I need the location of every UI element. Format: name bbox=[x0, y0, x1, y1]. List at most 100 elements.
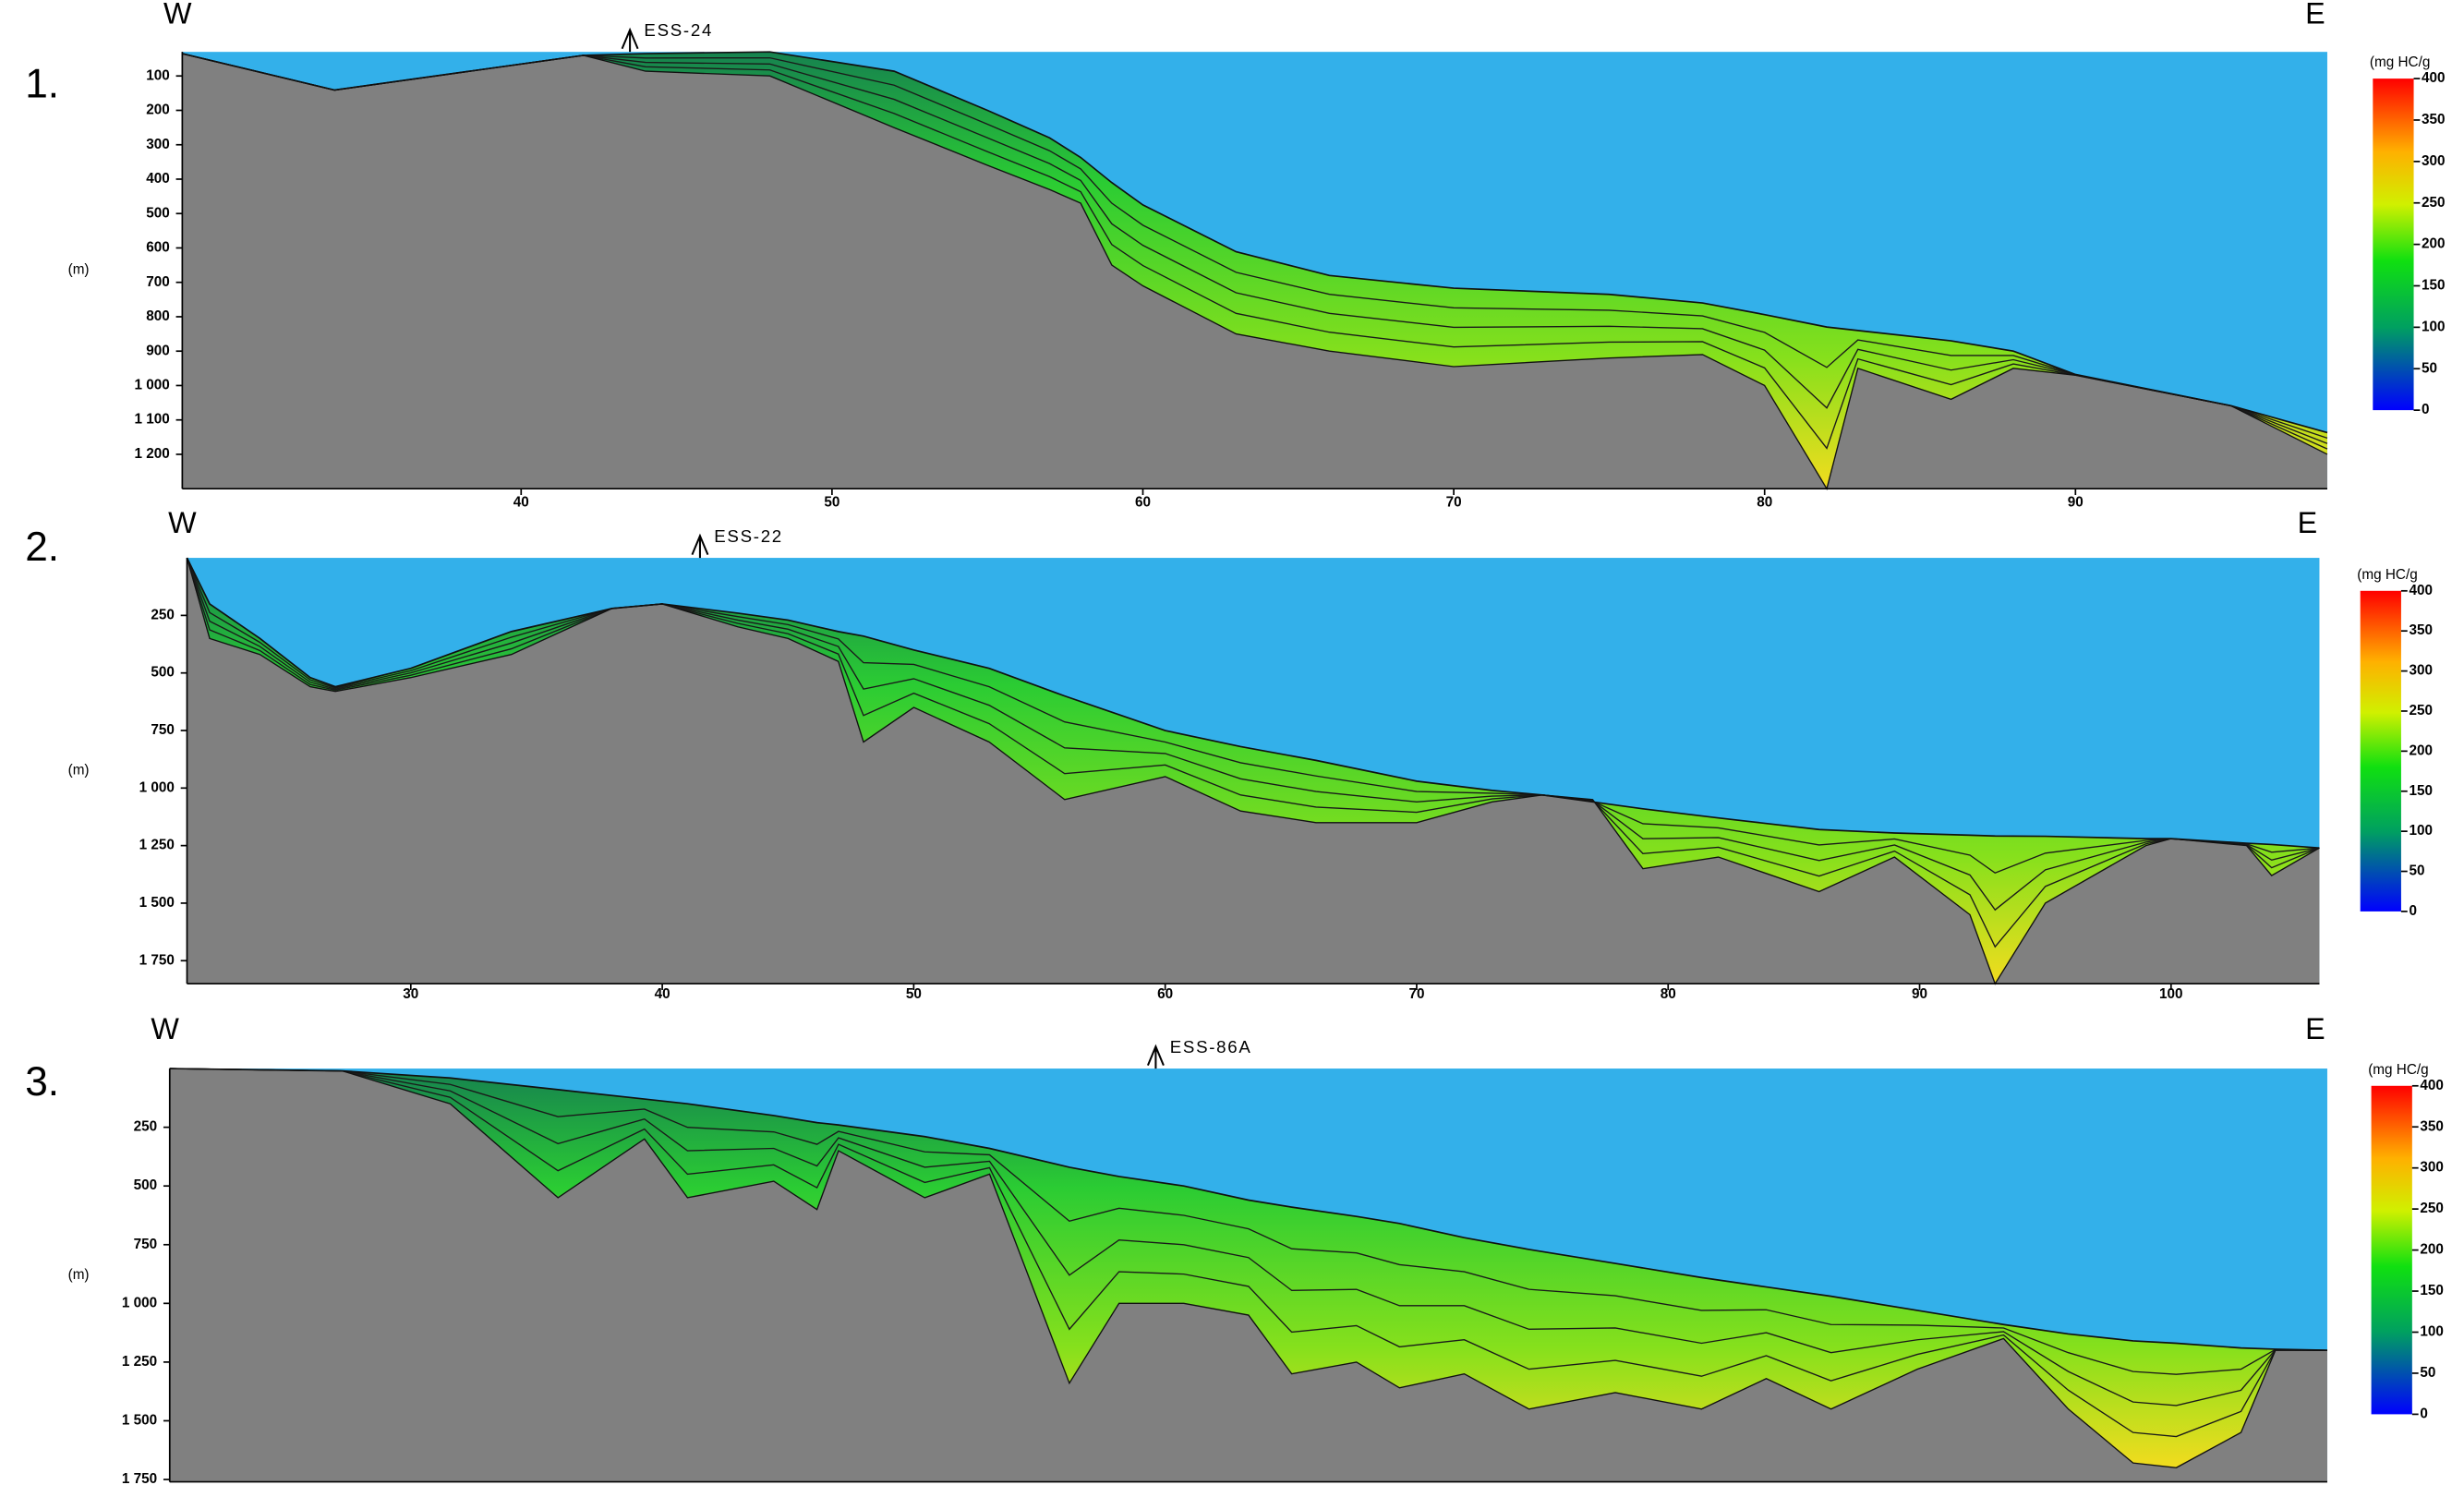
y-tick-label: 1 250 bbox=[139, 838, 175, 853]
colorbar-tick-label: 0 bbox=[2422, 402, 2430, 417]
colorbar-tick-label: 50 bbox=[2420, 1365, 2435, 1381]
well-label: ESS-24 bbox=[644, 20, 713, 40]
west-label: W bbox=[168, 506, 197, 539]
sediment-fill bbox=[169, 1068, 2327, 1468]
x-tick-label: 90 bbox=[2068, 495, 2084, 511]
y-tick-label: 1 750 bbox=[122, 1471, 157, 1485]
y-tick-label: 100 bbox=[146, 67, 170, 83]
layer-line bbox=[186, 557, 2320, 948]
seafloor-line bbox=[169, 1068, 2327, 1352]
x-tick-label: 30 bbox=[403, 986, 418, 1002]
colorbar-tick-label: 150 bbox=[2409, 783, 2433, 799]
basement bbox=[182, 54, 2327, 489]
sediment-fill bbox=[182, 52, 2327, 489]
y-axis-label: (m) bbox=[68, 262, 90, 278]
y-tick-label: 1 100 bbox=[134, 412, 169, 428]
panel-label: 3. bbox=[25, 1059, 59, 1105]
y-tick-label: 1 750 bbox=[139, 952, 175, 968]
east-label: E bbox=[2305, 0, 2325, 30]
y-tick-label: 400 bbox=[146, 171, 170, 187]
west-label: W bbox=[163, 0, 192, 30]
panel-label: 1. bbox=[25, 61, 59, 106]
y-tick-label: 750 bbox=[151, 722, 175, 738]
layer-line bbox=[182, 53, 2328, 444]
basement bbox=[169, 1068, 2327, 1482]
y-tick-label: 300 bbox=[146, 137, 170, 152]
y-tick-label: 1 500 bbox=[139, 895, 175, 911]
colorbar-tick-label: 200 bbox=[2420, 1242, 2444, 1258]
layer-line bbox=[182, 53, 2328, 440]
x-tick-label: 80 bbox=[1757, 495, 1772, 511]
colorbar-tick-label: 300 bbox=[2422, 153, 2446, 169]
colorbar-tick-label: 350 bbox=[2422, 112, 2446, 127]
colorbar-tick-label: 300 bbox=[2409, 663, 2433, 679]
colorbar bbox=[2360, 590, 2401, 912]
x-tick-label: 70 bbox=[1408, 986, 1424, 1002]
layer-line bbox=[186, 557, 2320, 874]
y-tick-label: 1 000 bbox=[139, 779, 175, 795]
x-tick-label: 50 bbox=[906, 986, 922, 1002]
y-tick-label: 700 bbox=[146, 274, 170, 290]
y-tick-label: 500 bbox=[146, 205, 170, 221]
east-label: E bbox=[2298, 506, 2318, 539]
colorbar-tick-label: 50 bbox=[2422, 360, 2437, 376]
x-tick-label: 50 bbox=[824, 495, 839, 511]
well-symbol bbox=[1146, 1044, 1165, 1069]
x-tick-label: 100 bbox=[2159, 986, 2183, 1002]
base-line bbox=[186, 557, 2320, 985]
colorbar-tick-label: 400 bbox=[2422, 70, 2446, 86]
x-tick-label: 70 bbox=[1446, 495, 1462, 511]
colorbar-tick-label: 50 bbox=[2409, 863, 2424, 879]
seafloor-line bbox=[186, 557, 2320, 850]
y-tick-label: 1 000 bbox=[122, 1295, 157, 1310]
colorbar-tick-label: 100 bbox=[2420, 1324, 2444, 1340]
x-tick-label: 60 bbox=[1135, 495, 1151, 511]
y-tick-label: 600 bbox=[146, 240, 170, 256]
y-tick-label: 200 bbox=[146, 103, 170, 118]
x-tick-label: 80 bbox=[1661, 986, 1676, 1002]
well-label: ESS-86A bbox=[1170, 1037, 1252, 1056]
x-tick-label: 40 bbox=[655, 986, 670, 1002]
sediment-fill bbox=[187, 558, 2320, 984]
y-axis-label: (m) bbox=[68, 763, 90, 779]
seafloor-line bbox=[182, 51, 2328, 434]
layer-line bbox=[169, 1068, 2327, 1407]
well-symbol bbox=[691, 533, 709, 559]
colorbar-tick-label: 250 bbox=[2409, 703, 2433, 718]
layer-line bbox=[169, 1068, 2327, 1438]
colorbar-tick-label: 200 bbox=[2422, 236, 2446, 252]
basement bbox=[187, 558, 2320, 984]
colorbar-tick-label: 150 bbox=[2422, 278, 2446, 294]
well-label: ESS-22 bbox=[714, 526, 783, 546]
colorbar-tick-label: 150 bbox=[2420, 1283, 2444, 1298]
x-tick-label: 60 bbox=[1157, 986, 1173, 1002]
colorbar-tick-label: 250 bbox=[2422, 195, 2446, 211]
west-label: W bbox=[151, 1012, 179, 1045]
colorbar-tick-label: 350 bbox=[2420, 1118, 2444, 1134]
y-tick-label: 1 250 bbox=[122, 1354, 157, 1370]
colorbar bbox=[2371, 1085, 2412, 1415]
y-tick-label: 1 000 bbox=[134, 378, 169, 393]
colorbar-tick-label: 0 bbox=[2420, 1406, 2428, 1421]
colorbar-tick-label: 300 bbox=[2420, 1160, 2444, 1176]
y-tick-label: 250 bbox=[134, 1119, 158, 1135]
colorbar-tick-label: 400 bbox=[2420, 1078, 2444, 1093]
layer-line bbox=[169, 1068, 2327, 1375]
colorbar-tick-label: 250 bbox=[2420, 1201, 2444, 1216]
colorbar-title: (mg HC/g bbox=[2357, 567, 2417, 583]
y-tick-label: 500 bbox=[134, 1177, 158, 1193]
colorbar bbox=[2373, 78, 2414, 411]
y-tick-label: 750 bbox=[134, 1237, 158, 1252]
colorbar-tick-label: 100 bbox=[2422, 319, 2446, 334]
x-tick-label: 40 bbox=[513, 495, 529, 511]
colorbar-title: (mg HC/g bbox=[2370, 54, 2430, 70]
y-tick-label: 1 200 bbox=[134, 446, 169, 462]
colorbar-tick-label: 350 bbox=[2409, 622, 2433, 638]
colorbar-tick-label: 400 bbox=[2409, 583, 2433, 598]
base-line bbox=[169, 1068, 2327, 1468]
layer-line bbox=[186, 557, 2320, 912]
y-tick-label: 900 bbox=[146, 343, 170, 358]
colorbar-title: (mg HC/g bbox=[2368, 1062, 2428, 1078]
